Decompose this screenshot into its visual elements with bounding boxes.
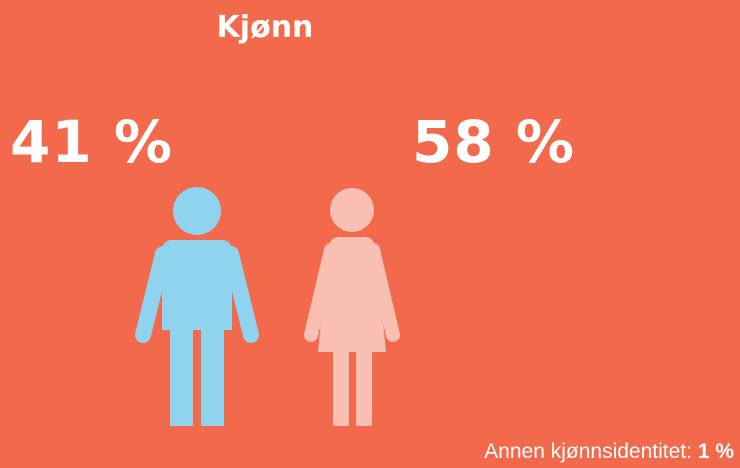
female-icon xyxy=(304,188,400,426)
title: Kjønn xyxy=(216,10,314,45)
male-percent: 41 % xyxy=(10,108,174,176)
other-label: Annen kjønnsidentitet: xyxy=(484,440,692,463)
female-percent: 58 % xyxy=(412,108,576,176)
other-identity: Annen kjønnsidentitet: 1 % xyxy=(484,440,734,464)
male-icon xyxy=(135,187,259,426)
other-value: 1 % xyxy=(697,440,734,463)
